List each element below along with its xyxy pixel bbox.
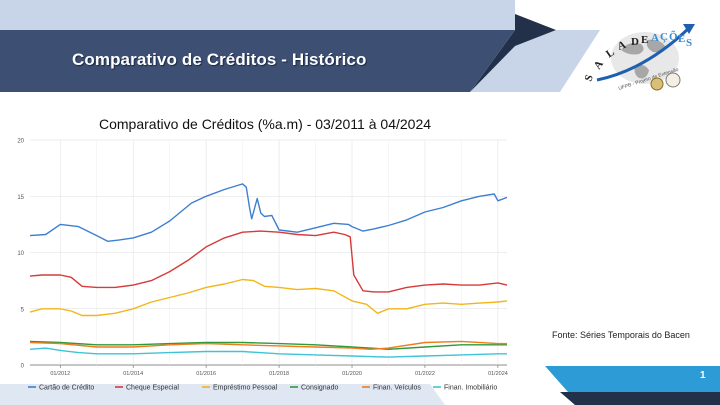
x-tick-label: 01/2024 (488, 371, 508, 377)
source-note: Fonte: Séries Temporais do Bacen (552, 330, 690, 340)
legend-label: Consignado (301, 385, 338, 392)
x-tick-label: 01/2014 (123, 371, 143, 377)
x-tick-label: 01/2018 (269, 371, 289, 377)
page-number: 1 (700, 370, 706, 381)
svg-text:E: E (678, 33, 685, 45)
chart-gridlines (30, 139, 507, 366)
legend-label: Cartão de Crédito (39, 385, 94, 392)
bottom-left-band (0, 384, 445, 405)
svg-text:Õ: Õ (669, 31, 678, 43)
svg-text:E: E (641, 34, 648, 46)
title-banner (0, 30, 515, 92)
sala-de-acoes-logo: S A L A D E A Ç Õ E S UFPB - Projeto de … (585, 24, 695, 92)
top-light-band (0, 0, 515, 30)
y-tick-label: 5 (21, 307, 25, 313)
svg-text:A: A (592, 58, 606, 71)
bottom-accent-band (545, 366, 720, 392)
legend-label: Finan. Imobiliário (444, 385, 497, 392)
legend-label: Cheque Especial (126, 385, 179, 392)
y-tick-label: 15 (17, 195, 24, 201)
series-line-2 (29, 230, 508, 293)
svg-text:A: A (651, 32, 659, 44)
slide-title: Comparativo de Créditos - Histórico (72, 50, 367, 69)
svg-text:S: S (585, 73, 596, 83)
svg-text:D: D (631, 36, 639, 48)
svg-text:Ç: Ç (660, 31, 668, 43)
series-line-6 (29, 347, 507, 358)
chart-axes: 0 5 10 15 20 01/2012 01/2014 01/2016 01/2018 01/2… (17, 139, 508, 378)
x-tick-label: 01/2022 (415, 371, 435, 377)
banner-dark-arrow (470, 14, 556, 92)
series-line-3 (29, 278, 508, 317)
y-tick-label: 10 (17, 251, 24, 257)
series-line-4 (29, 340, 507, 351)
chart-title: Comparativo de Créditos (%a.m) - 03/2011… (99, 116, 431, 132)
chart-series (29, 183, 508, 358)
y-tick-label: 20 (17, 139, 24, 145)
y-tick-label: 0 (21, 364, 25, 370)
legend-label: Finan. Veículos (373, 385, 421, 392)
banner-light-wedge (470, 30, 600, 92)
legend-label: Empréstimo Pessoal (213, 385, 278, 392)
svg-text:A: A (616, 39, 628, 53)
bottom-dark-strip (560, 392, 720, 405)
x-tick-label: 01/2016 (196, 371, 216, 377)
line-chart: Comparativo de Créditos (%a.m) - 03/2011… (17, 116, 508, 392)
x-tick-label: 01/2012 (50, 371, 70, 377)
series-line-1 (29, 183, 508, 243)
chart-legend: Cartão de Crédito Cheque Especial Emprésti… (28, 385, 497, 392)
series-line-5 (29, 340, 507, 351)
svg-text:S: S (686, 37, 692, 49)
x-tick-label: 01/2020 (342, 371, 362, 377)
